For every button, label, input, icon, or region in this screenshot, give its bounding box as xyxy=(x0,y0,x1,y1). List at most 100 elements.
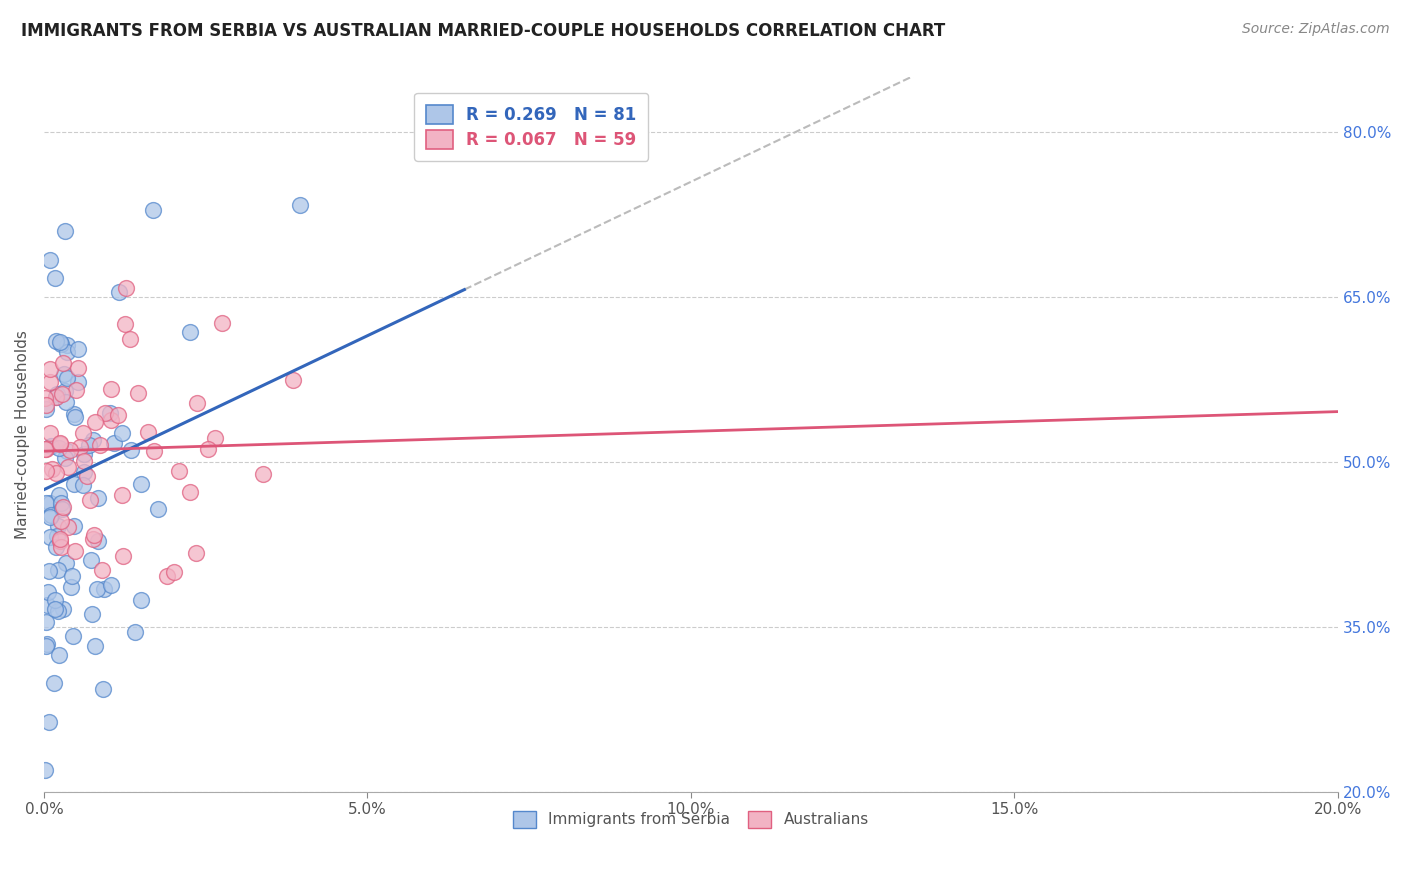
Point xyxy=(111,488,134,502)
Point xyxy=(55,344,77,359)
Point xyxy=(120,332,142,346)
Point xyxy=(89,437,111,451)
Point xyxy=(179,484,201,499)
Point xyxy=(169,464,191,478)
Point xyxy=(55,444,77,458)
Point xyxy=(67,360,90,375)
Point xyxy=(184,546,207,560)
Point xyxy=(39,376,62,390)
Point xyxy=(211,316,233,330)
Point xyxy=(35,464,58,478)
Point xyxy=(127,385,149,400)
Point xyxy=(52,500,75,514)
Point xyxy=(73,454,96,468)
Point xyxy=(51,502,73,516)
Point xyxy=(63,519,86,533)
Point xyxy=(35,615,58,629)
Point xyxy=(84,415,107,429)
Point xyxy=(60,580,83,594)
Point xyxy=(45,390,67,404)
Point xyxy=(103,436,125,450)
Point xyxy=(45,541,67,555)
Point xyxy=(98,406,121,420)
Point xyxy=(48,436,70,450)
Legend: Immigrants from Serbia, Australians: Immigrants from Serbia, Australians xyxy=(506,805,875,834)
Point xyxy=(156,568,179,582)
Point xyxy=(41,439,63,453)
Point xyxy=(80,553,103,567)
Point xyxy=(79,492,101,507)
Point xyxy=(60,569,83,583)
Point xyxy=(38,496,60,510)
Point xyxy=(63,544,86,558)
Point xyxy=(35,402,58,417)
Point xyxy=(42,676,65,690)
Point xyxy=(69,440,91,454)
Point xyxy=(56,520,79,534)
Point xyxy=(281,373,304,387)
Point xyxy=(48,441,70,455)
Point xyxy=(77,437,100,451)
Point xyxy=(62,629,84,643)
Text: IMMIGRANTS FROM SERBIA VS AUSTRALIAN MARRIED-COUPLE HOUSEHOLDS CORRELATION CHART: IMMIGRANTS FROM SERBIA VS AUSTRALIAN MAR… xyxy=(21,22,945,40)
Point xyxy=(288,198,311,212)
Point xyxy=(120,442,142,457)
Point xyxy=(45,386,67,401)
Point xyxy=(53,384,76,398)
Point xyxy=(114,281,136,295)
Point xyxy=(63,477,86,491)
Point xyxy=(35,496,58,510)
Point xyxy=(108,285,131,300)
Point xyxy=(35,442,58,456)
Point xyxy=(41,462,63,476)
Point xyxy=(44,593,66,607)
Point xyxy=(39,530,62,544)
Point xyxy=(111,549,134,563)
Point xyxy=(45,334,67,348)
Point xyxy=(76,468,98,483)
Point xyxy=(53,224,76,238)
Point xyxy=(82,532,104,546)
Point xyxy=(49,540,72,554)
Point xyxy=(91,682,114,697)
Point xyxy=(55,557,77,571)
Point xyxy=(94,406,117,420)
Point xyxy=(129,593,152,607)
Point xyxy=(35,639,58,653)
Point xyxy=(143,443,166,458)
Point xyxy=(52,368,75,382)
Text: Source: ZipAtlas.com: Source: ZipAtlas.com xyxy=(1241,22,1389,37)
Point xyxy=(67,376,90,390)
Point xyxy=(100,413,122,427)
Point xyxy=(67,342,90,356)
Point xyxy=(39,508,62,523)
Point xyxy=(56,371,79,385)
Point xyxy=(49,532,72,546)
Point xyxy=(131,476,153,491)
Point xyxy=(179,325,201,339)
Point xyxy=(100,577,122,591)
Point xyxy=(53,451,76,466)
Point xyxy=(65,384,87,398)
Point xyxy=(38,715,60,730)
Point xyxy=(35,398,58,412)
Point xyxy=(44,270,66,285)
Point xyxy=(100,382,122,396)
Point xyxy=(107,408,129,422)
Point xyxy=(142,203,165,218)
Point xyxy=(45,390,67,404)
Point xyxy=(45,467,67,481)
Point xyxy=(49,337,72,351)
Point xyxy=(34,391,56,405)
Point xyxy=(37,598,59,612)
Point xyxy=(82,434,104,448)
Point xyxy=(38,509,60,524)
Point xyxy=(124,625,146,640)
Point xyxy=(39,425,62,440)
Point xyxy=(48,563,70,577)
Point xyxy=(51,496,73,510)
Point xyxy=(186,395,208,409)
Point xyxy=(136,425,159,439)
Point xyxy=(48,487,70,501)
Point xyxy=(72,426,94,441)
